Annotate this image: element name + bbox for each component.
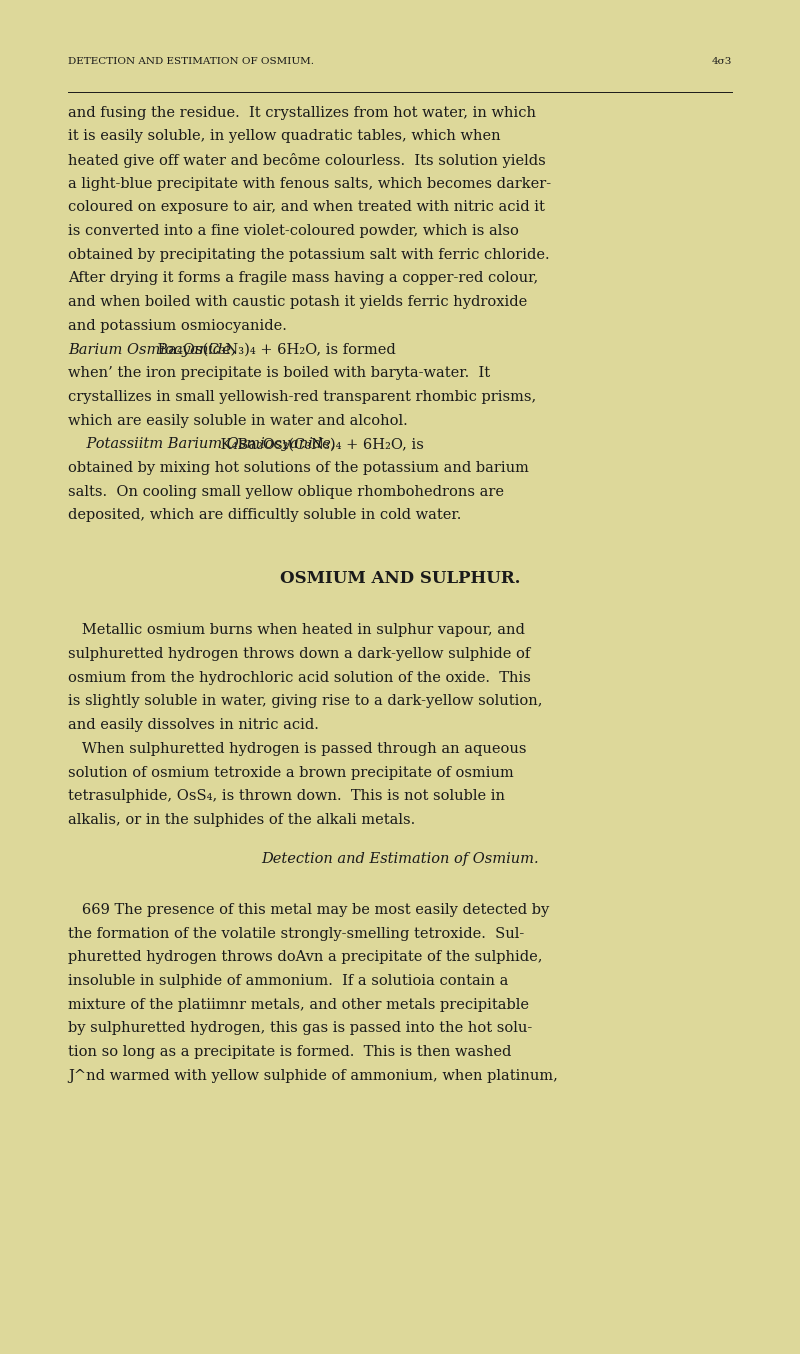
Text: the formation of the volatile strongly-smelling tetroxide.  Sul-: the formation of the volatile strongly-s… <box>68 926 524 941</box>
Text: crystallizes in small yellowish-red transparent rhombic prisms,: crystallizes in small yellowish-red tran… <box>68 390 536 403</box>
Text: and potassium osmiocyanide.: and potassium osmiocyanide. <box>68 318 287 333</box>
Text: DETECTION AND ESTIMATION OF OSMIUM.: DETECTION AND ESTIMATION OF OSMIUM. <box>68 57 314 66</box>
Text: coloured on exposure to air, and when treated with nitric acid it: coloured on exposure to air, and when tr… <box>68 200 545 214</box>
Text: solution of osmium tetroxide a brown precipitate of osmium: solution of osmium tetroxide a brown pre… <box>68 765 514 780</box>
Text: osmium from the hydrochloric acid solution of the oxide.  This: osmium from the hydrochloric acid soluti… <box>68 670 531 685</box>
Text: and easily dissolves in nitric acid.: and easily dissolves in nitric acid. <box>68 718 319 733</box>
Text: K₄Ba₂Os₂(C₃N₃)₄ + 6H₂O, is: K₄Ba₂Os₂(C₃N₃)₄ + 6H₂O, is <box>216 437 424 451</box>
Text: Barium Osmiocyanide,: Barium Osmiocyanide, <box>68 343 236 356</box>
Text: heated give off water and becôme colourless.  Its solution yields: heated give off water and becôme colourl… <box>68 153 546 168</box>
Text: and fusing the residue.  It crystallizes from hot water, in which: and fusing the residue. It crystallizes … <box>68 106 536 119</box>
Text: tion so long as a precipitate is formed.  This is then washed: tion so long as a precipitate is formed.… <box>68 1045 511 1059</box>
Text: it is easily soluble, in yellow quadratic tables, which when: it is easily soluble, in yellow quadrati… <box>68 129 501 144</box>
Text: is slightly soluble in water, giving rise to a dark-yellow solution,: is slightly soluble in water, giving ris… <box>68 695 542 708</box>
Text: alkalis, or in the sulphides of the alkali metals.: alkalis, or in the sulphides of the alka… <box>68 812 415 827</box>
Text: obtained by precipitating the potassium salt with ferric chloride.: obtained by precipitating the potassium … <box>68 248 550 261</box>
Text: is converted into a fine violet-coloured powder, which is also: is converted into a fine violet-coloured… <box>68 223 519 238</box>
Text: mixture of the platiimnr metals, and other metals precipitable: mixture of the platiimnr metals, and oth… <box>68 998 529 1011</box>
Text: deposited, which are difficultly soluble in cold water.: deposited, which are difficultly soluble… <box>68 508 462 523</box>
Text: Ba₄Os(C₃N₃)₄ + 6H₂O, is formed: Ba₄Os(C₃N₃)₄ + 6H₂O, is formed <box>153 343 395 356</box>
Text: insoluble in sulphide of ammonium.  If a solutioia contain a: insoluble in sulphide of ammonium. If a … <box>68 974 508 988</box>
Text: obtained by mixing hot solutions of the potassium and barium: obtained by mixing hot solutions of the … <box>68 460 529 475</box>
Text: by sulphuretted hydrogen, this gas is passed into the hot solu-: by sulphuretted hydrogen, this gas is pa… <box>68 1021 532 1036</box>
Text: 669 The presence of this metal may be most easily detected by: 669 The presence of this metal may be mo… <box>68 903 550 917</box>
Text: salts.  On cooling small yellow oblique rhombohedrons are: salts. On cooling small yellow oblique r… <box>68 485 504 498</box>
Text: which are easily soluble in water and alcohol.: which are easily soluble in water and al… <box>68 413 408 428</box>
Text: Potassiitm Barium Osmiocyanide,: Potassiitm Barium Osmiocyanide, <box>68 437 335 451</box>
Text: 4σ3: 4σ3 <box>712 57 732 66</box>
Text: Metallic osmium burns when heated in sulphur vapour, and: Metallic osmium burns when heated in sul… <box>68 623 525 638</box>
Text: sulphuretted hydrogen throws down a dark-yellow sulphide of: sulphuretted hydrogen throws down a dark… <box>68 647 530 661</box>
Text: J^nd warmed with yellow sulphide of ammonium, when platinum,: J^nd warmed with yellow sulphide of ammo… <box>68 1068 558 1083</box>
Text: a light-blue precipitate with fenous salts, which becomes darker-: a light-blue precipitate with fenous sal… <box>68 176 551 191</box>
Text: After drying it forms a fragile mass having a copper-red colour,: After drying it forms a fragile mass hav… <box>68 271 538 286</box>
Text: When sulphuretted hydrogen is passed through an aqueous: When sulphuretted hydrogen is passed thr… <box>68 742 526 756</box>
Text: OSMIUM AND SULPHUR.: OSMIUM AND SULPHUR. <box>280 570 520 588</box>
Text: when’ the iron precipitate is boiled with baryta-water.  It: when’ the iron precipitate is boiled wit… <box>68 366 490 380</box>
Text: and when boiled with caustic potash it yields ferric hydroxide: and when boiled with caustic potash it y… <box>68 295 527 309</box>
Text: Detection and Estimation of Osmium.: Detection and Estimation of Osmium. <box>261 852 539 867</box>
Text: tetrasulphide, OsS₄, is thrown down.  This is not soluble in: tetrasulphide, OsS₄, is thrown down. Thi… <box>68 789 505 803</box>
Text: phuretted hydrogen throws doAvn a precipitate of the sulphide,: phuretted hydrogen throws doAvn a precip… <box>68 951 542 964</box>
